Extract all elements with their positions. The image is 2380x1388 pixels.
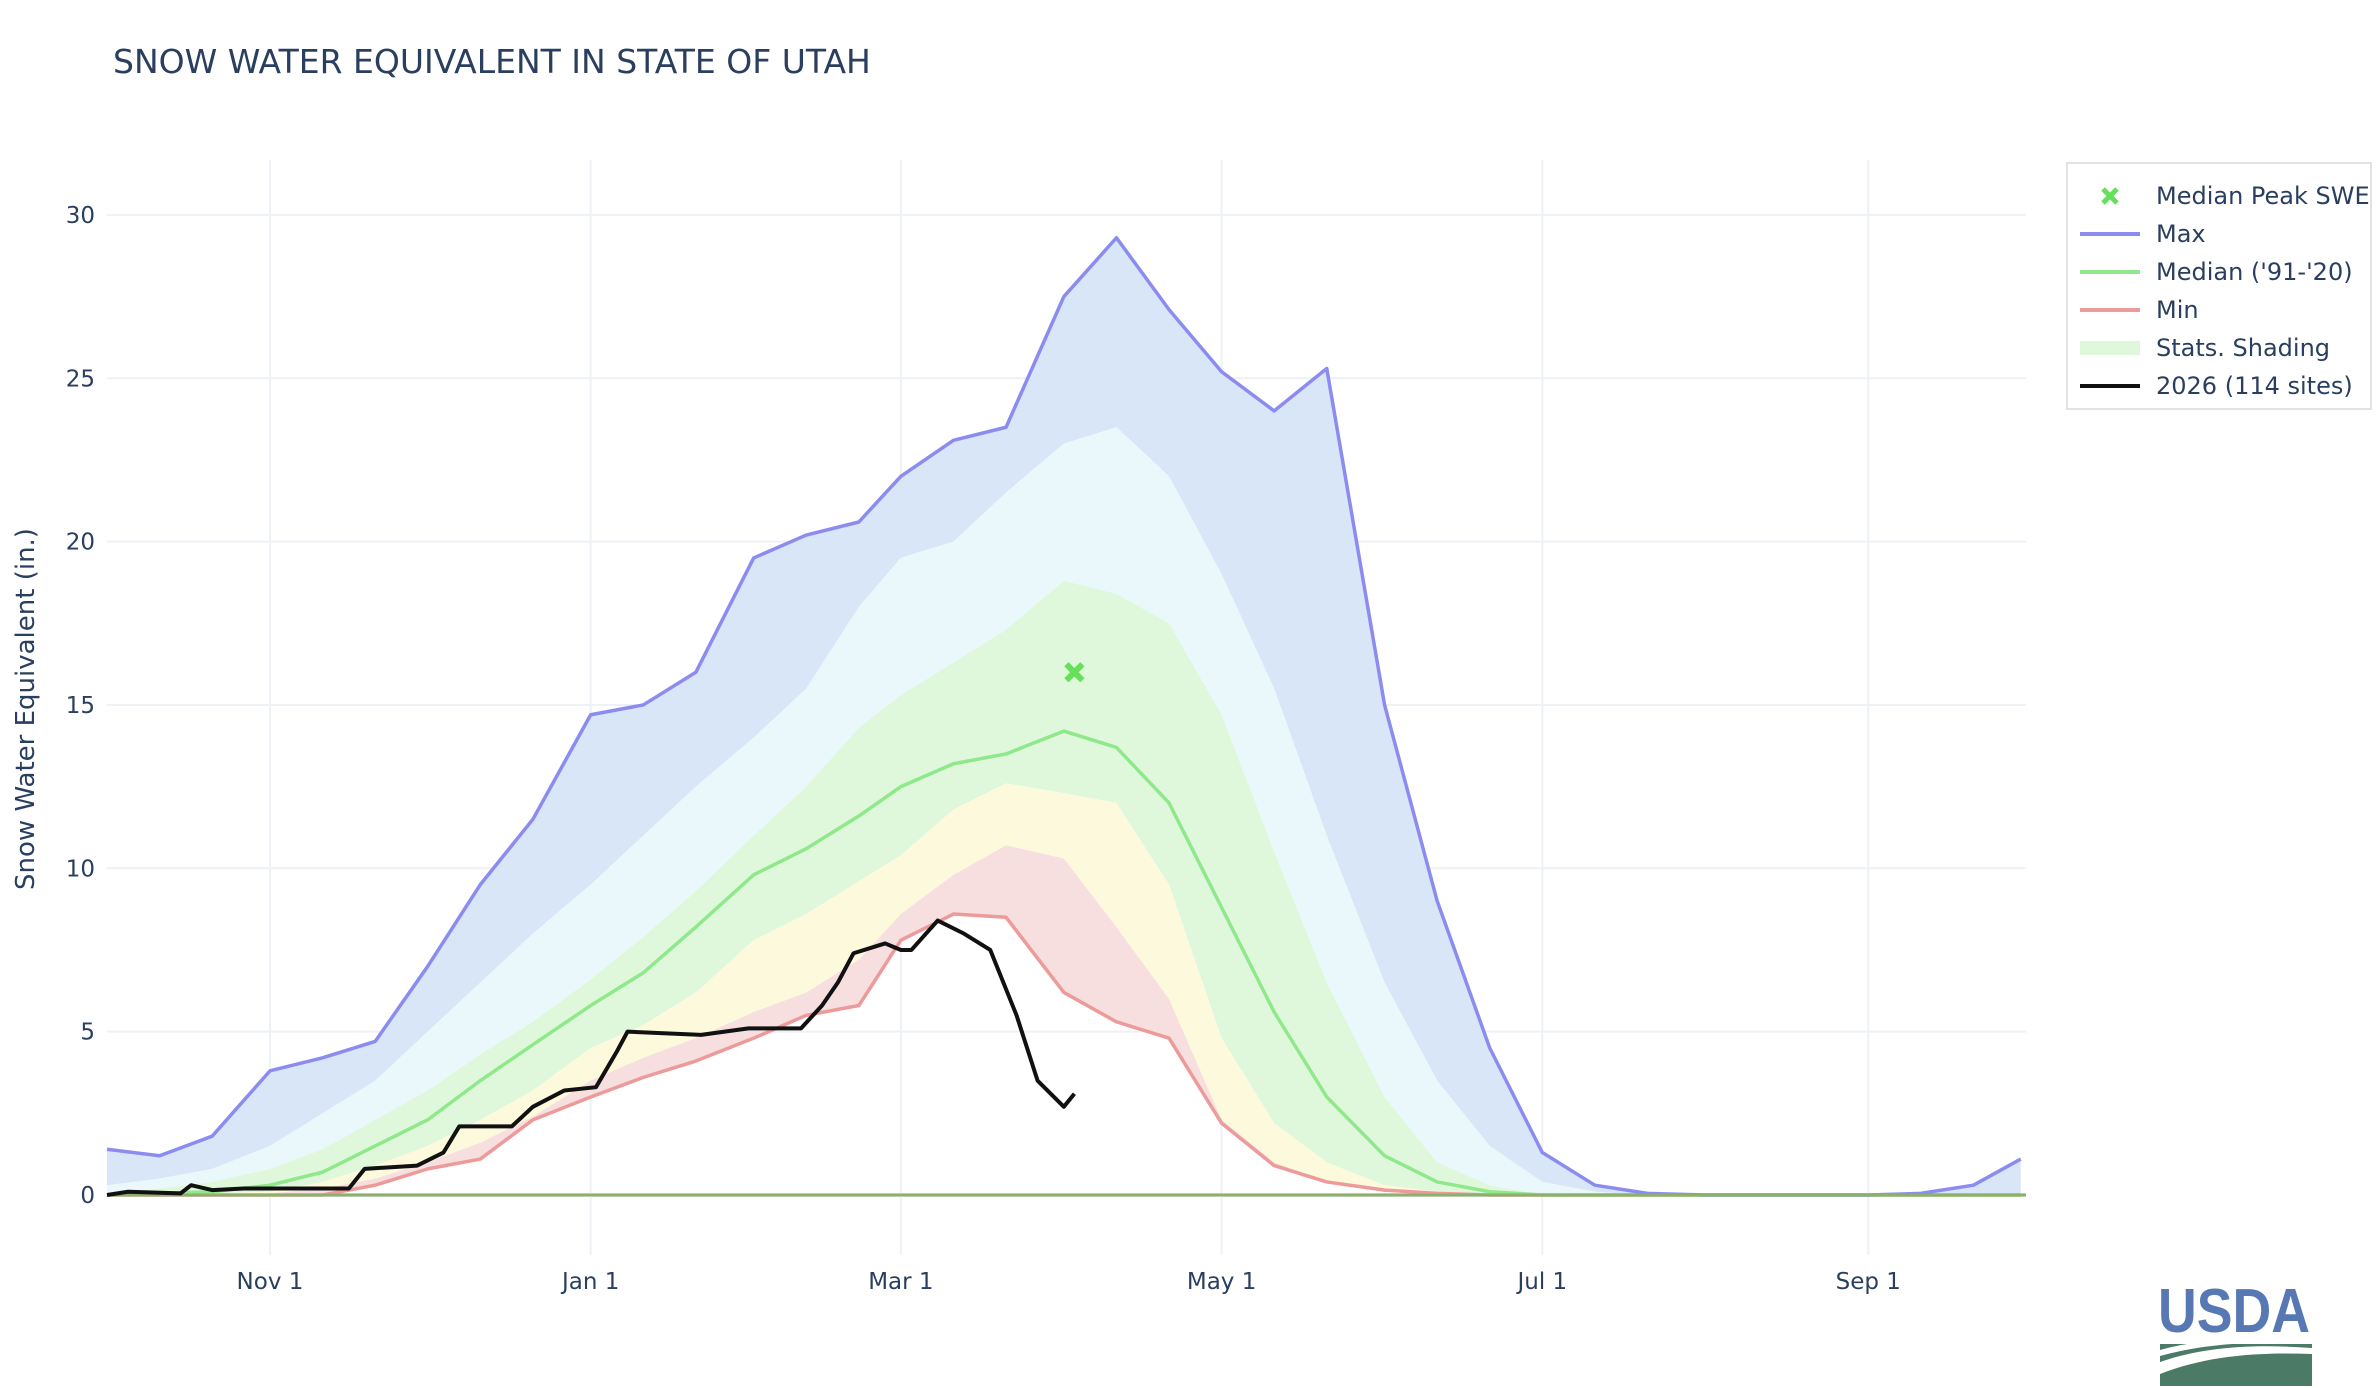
series-lines xyxy=(106,236,2026,1197)
chart-title: SNOW WATER EQUIVALENT IN STATE OF UTAH xyxy=(113,42,871,81)
legend: Median Peak SWE Max Median ('91-'20) Min Sta… xyxy=(2066,162,2372,410)
legend-item[interactable]: Median Peak SWE xyxy=(2068,178,2370,214)
legend-label: 2026 (114 sites) xyxy=(2156,372,2353,400)
legend-label: Stats. Shading xyxy=(2156,334,2331,362)
y-tick-label: 15 xyxy=(66,693,95,719)
x-tick-label: Jul 1 xyxy=(1515,1269,1567,1295)
shading-swatch-icon xyxy=(2080,341,2140,355)
x-marker-icon xyxy=(2080,186,2140,206)
stat-bands xyxy=(107,237,2021,1196)
median-peak-marker xyxy=(1064,662,1085,683)
x-tick-label: Nov 1 xyxy=(237,1269,304,1295)
y-tick-label: 20 xyxy=(66,530,95,556)
x-tick-label: Mar 1 xyxy=(868,1269,933,1295)
x-tick-label: Sep 1 xyxy=(1836,1269,1901,1295)
legend-label: Median Peak SWE xyxy=(2156,182,2370,210)
band-max-90 xyxy=(107,237,2021,1196)
legend-item[interactable]: 2026 (114 sites) xyxy=(2068,368,2353,404)
legend-item[interactable]: Stats. Shading xyxy=(2068,330,2330,366)
x-tick-label: May 1 xyxy=(1187,1269,1257,1295)
y-tick-label: 10 xyxy=(66,856,95,882)
line-swatch-icon xyxy=(2080,384,2140,388)
line-swatch-icon xyxy=(2080,232,2140,236)
y-tick-label: 30 xyxy=(66,203,95,229)
usda-logo: USDA xyxy=(2158,1278,2312,1386)
y-axis-title: Snow Water Equivalent (in.) xyxy=(11,528,41,890)
current-year-line xyxy=(106,918,1076,1197)
line-swatch-icon xyxy=(2080,270,2140,274)
legend-label: Max xyxy=(2156,220,2206,248)
legend-item[interactable]: Max xyxy=(2068,216,2206,252)
legend-label: Median ('91-'20) xyxy=(2156,258,2353,286)
band-10-min xyxy=(107,845,2021,1195)
line-swatch-icon xyxy=(2080,308,2140,312)
band-70-30 xyxy=(107,580,2021,1195)
x-tick-label: Jan 1 xyxy=(560,1269,619,1295)
y-tick-label: 25 xyxy=(66,366,95,392)
legend-item[interactable]: Median ('91-'20) xyxy=(2068,254,2353,290)
axis-labels: 0 5 10 15 20 25 30 Nov 1 Jan 1 Mar 1 May 1 Jul 1 Sep… xyxy=(66,203,1901,1295)
y-tick-label: 5 xyxy=(80,1020,95,1046)
svg-text:USDA: USDA xyxy=(2158,1278,2310,1346)
legend-label: Min xyxy=(2156,296,2199,324)
legend-item[interactable]: Min xyxy=(2068,292,2199,328)
y-tick-label: 0 xyxy=(80,1183,95,1209)
